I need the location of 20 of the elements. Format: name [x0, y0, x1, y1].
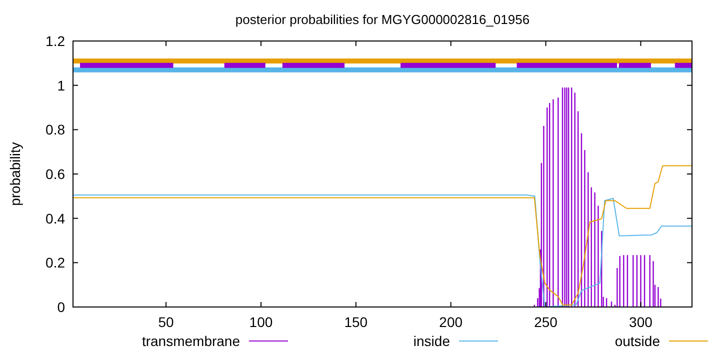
legend-label: outside	[614, 333, 660, 349]
x-tick-label: 300	[629, 314, 653, 330]
line-series	[73, 194, 692, 307]
y-tick-label: 1.2	[46, 33, 66, 49]
x-tick-label: 100	[249, 314, 273, 330]
y-tick-label: 1	[57, 77, 66, 94]
y-tick-label: 0.8	[46, 122, 66, 138]
x-tick-label: 250	[534, 314, 558, 330]
x-tick-label: 150	[344, 314, 368, 330]
legend-label: inside	[413, 333, 450, 349]
y-tick-label: 0	[57, 299, 66, 315]
y-tick-label: 0.4	[46, 210, 66, 226]
x-tick-label: 50	[158, 314, 174, 330]
y-axis-title: probability	[7, 142, 23, 206]
chart-title: posterior probabilities for MGYG000002816_01956	[235, 12, 530, 27]
line-series	[73, 165, 692, 306]
x-tick-label: 200	[439, 314, 463, 330]
y-tick-label: 0.2	[46, 254, 66, 271]
y-tick-label: 0.6	[46, 166, 66, 182]
legend-label: transmembrane	[142, 333, 240, 349]
